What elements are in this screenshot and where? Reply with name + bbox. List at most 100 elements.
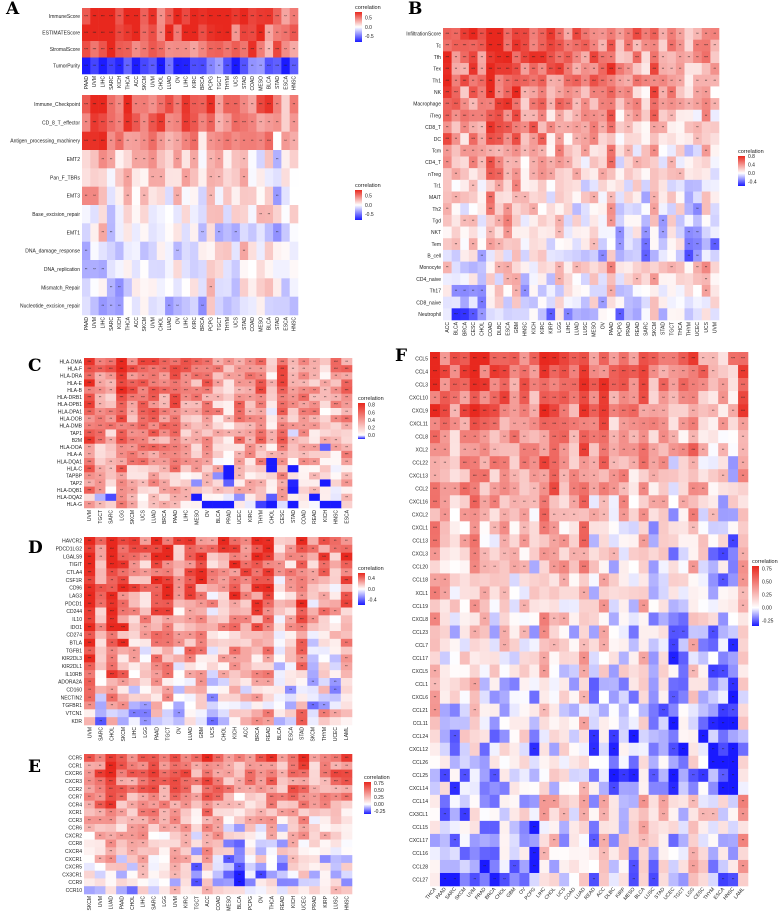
heatmap-cell — [162, 685, 174, 694]
significance-mark: ** — [152, 795, 155, 799]
significance-mark: ** — [446, 125, 449, 129]
significance-mark: *** — [602, 409, 606, 413]
heatmap-cell — [255, 777, 267, 786]
significance-mark: ** — [195, 467, 198, 471]
heatmap-cell — [191, 839, 203, 848]
heatmap-cell — [615, 214, 625, 227]
heatmap-cell — [281, 131, 290, 151]
significance-mark: ** — [174, 495, 177, 499]
heatmap-cell — [140, 186, 149, 206]
heatmap-cell — [116, 500, 128, 509]
column-label: LIHC — [101, 76, 107, 88]
heatmap-cell — [477, 121, 487, 134]
heatmap-cell — [701, 156, 711, 169]
heatmap-cell — [105, 831, 117, 840]
significance-mark: ** — [324, 756, 327, 760]
significance-mark: *** — [205, 787, 209, 791]
heatmap-cell — [298, 393, 310, 402]
significance-mark: ** — [189, 563, 192, 567]
heatmap-cell — [658, 238, 668, 251]
significance-mark: ** — [464, 396, 467, 400]
heatmap-cell — [234, 450, 246, 459]
row-label: CSF1R — [66, 578, 83, 584]
significance-mark: *** — [463, 312, 467, 316]
heatmap-cell — [529, 168, 539, 181]
heatmap-cell — [165, 113, 174, 132]
heatmap-cell — [309, 429, 321, 437]
heatmap-cell — [641, 238, 651, 251]
significance-mark: *** — [152, 367, 156, 371]
heatmap-cell — [212, 400, 224, 409]
heatmap-cell — [126, 358, 138, 366]
significance-mark: ** — [234, 570, 237, 574]
heatmap-cell — [341, 886, 353, 895]
heatmap-cell — [184, 552, 196, 561]
heatmap-cell — [608, 430, 620, 444]
significance-mark: ** — [238, 474, 241, 478]
heatmap-cell — [239, 186, 249, 206]
heatmap-cell — [581, 284, 590, 297]
significance-mark: *** — [163, 772, 167, 776]
heatmap-cell — [173, 717, 185, 726]
significance-mark: ** — [126, 176, 129, 180]
significance-mark: *** — [471, 44, 475, 48]
significance-mark: *** — [93, 47, 97, 51]
heatmap-cell — [123, 8, 133, 25]
significance-mark: ** — [313, 460, 316, 464]
significance-mark: ** — [110, 157, 113, 161]
significance-mark: ** — [627, 102, 630, 106]
heatmap-cell — [212, 493, 224, 502]
significance-mark: ** — [155, 633, 158, 637]
significance-mark: ** — [281, 772, 284, 776]
heatmap-cell — [451, 28, 461, 40]
legend-tick: -0.4 — [368, 597, 377, 603]
heatmap-cell — [180, 422, 192, 430]
heatmap-cell — [139, 552, 152, 561]
heatmap-cell — [598, 63, 608, 76]
heatmap-cell — [123, 150, 133, 169]
heatmap-cell — [244, 400, 256, 409]
significance-mark: *** — [506, 90, 510, 94]
heatmap-cell — [105, 486, 117, 495]
significance-mark: *** — [84, 102, 88, 106]
heatmap-cell — [116, 372, 128, 380]
significance-mark: ** — [163, 503, 166, 507]
significance-mark: ** — [133, 563, 136, 567]
heatmap-cell — [148, 458, 160, 466]
significance-mark: *** — [201, 64, 205, 68]
heatmap-cell — [173, 241, 182, 261]
heatmap-cell — [206, 41, 216, 58]
significance-mark: *** — [552, 396, 556, 400]
heatmap-cell — [296, 615, 308, 624]
significance-mark: ** — [532, 161, 535, 165]
significance-mark: ** — [662, 67, 665, 71]
heatmap-cell — [201, 429, 213, 437]
significance-mark: ** — [292, 374, 295, 378]
heatmap-cell — [239, 278, 249, 297]
significance-mark: ** — [301, 563, 304, 567]
heatmap-cell — [239, 205, 249, 224]
heatmap-cell — [218, 693, 230, 702]
heatmap-cell — [106, 150, 116, 169]
significance-mark: *** — [173, 467, 177, 471]
column-label: LIHC — [101, 317, 107, 329]
heatmap-cell — [116, 792, 128, 801]
heatmap-cell — [195, 678, 208, 687]
heatmap-cell — [273, 717, 286, 726]
heatmap-cell — [239, 95, 249, 114]
significance-mark: ** — [201, 47, 204, 51]
heatmap-cell — [318, 544, 330, 553]
heatmap-cell — [264, 168, 274, 187]
significance-mark: *** — [670, 90, 674, 94]
heatmap-cell — [589, 203, 599, 216]
significance-mark: *** — [523, 79, 527, 83]
heatmap-cell — [309, 415, 321, 423]
heatmap-cell — [117, 670, 129, 679]
significance-mark: *** — [120, 467, 124, 471]
significance-mark: ** — [345, 764, 348, 768]
significance-mark: ** — [627, 125, 630, 129]
heatmap-cell — [318, 701, 330, 710]
panel-letter: D — [28, 538, 43, 558]
heatmap-cell — [529, 226, 539, 239]
heatmap-cell — [84, 808, 96, 817]
